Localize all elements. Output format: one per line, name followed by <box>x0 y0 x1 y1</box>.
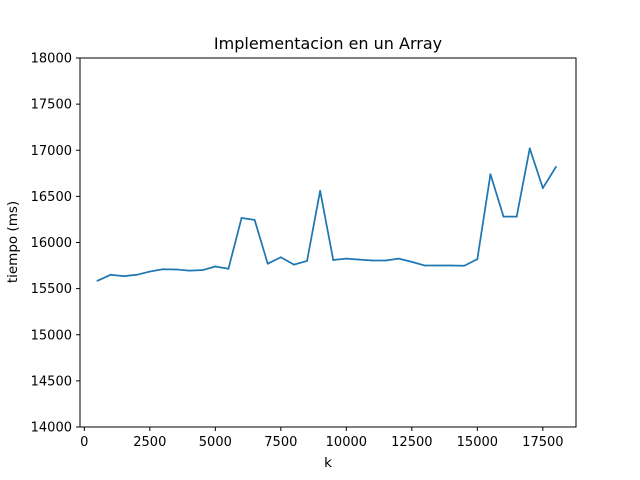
data-point <box>135 273 138 276</box>
data-point <box>109 273 112 276</box>
x-tick-label: 0 <box>80 435 88 450</box>
data-point <box>293 263 295 266</box>
x-tick-label: 17500 <box>522 435 563 450</box>
series-line <box>97 147 557 282</box>
data-point <box>502 215 505 218</box>
x-axis-label: k <box>324 455 332 471</box>
data-point <box>175 268 177 271</box>
data-point <box>240 217 243 219</box>
data-point <box>96 279 99 282</box>
y-tick-label: 16500 <box>31 190 72 205</box>
y-tick-label: 17500 <box>31 98 72 113</box>
data-point <box>148 270 151 273</box>
data-point <box>555 165 557 168</box>
data-point <box>188 269 191 272</box>
data-point <box>371 259 374 262</box>
data-point <box>279 256 282 259</box>
chart-title: Implementacion en un Array <box>214 34 442 53</box>
y-axis-label: tiempo (ms) <box>5 201 21 283</box>
data-point <box>345 257 348 260</box>
y-tick-label: 18000 <box>31 52 72 67</box>
data-point <box>332 259 335 261</box>
y-tick-label: 15500 <box>31 282 72 297</box>
data-point <box>450 264 453 267</box>
data-point <box>358 258 361 261</box>
x-tick-label: 15000 <box>457 435 498 450</box>
x-tick-label: 12500 <box>391 435 432 450</box>
data-point <box>266 262 269 265</box>
data-point <box>306 260 308 262</box>
plot-frame <box>79 57 577 428</box>
y-tick-label: 14500 <box>31 374 72 389</box>
x-tick-label: 7500 <box>264 435 297 450</box>
y-tick-label: 17000 <box>31 144 72 159</box>
data-point <box>384 259 387 262</box>
data-point <box>162 268 164 271</box>
data-point <box>410 260 413 263</box>
x-tick-label: 2500 <box>133 435 166 450</box>
data-point <box>319 189 322 192</box>
data-point <box>528 147 531 150</box>
data-point <box>515 215 518 218</box>
data-point <box>476 258 479 261</box>
x-axis: 0 2500 5000 7500 10000 12500 15000 17500 <box>80 427 564 450</box>
data-point <box>463 264 466 267</box>
plot-area <box>96 147 557 282</box>
x-tick-label: 10000 <box>326 435 367 450</box>
data-point <box>122 275 125 278</box>
data-point <box>227 267 230 270</box>
data-point <box>253 219 256 221</box>
data-point <box>397 257 400 260</box>
y-axis: 14000 14500 15000 15500 16000 16500 17000 17500… <box>31 52 80 436</box>
y-tick-label: 15000 <box>31 328 72 343</box>
data-point <box>437 264 439 267</box>
data-point <box>541 187 544 189</box>
x-tick-label: 5000 <box>199 435 232 450</box>
y-tick-label: 16000 <box>31 236 72 251</box>
data-point <box>214 265 217 268</box>
y-tick-label: 14000 <box>31 421 72 436</box>
data-point <box>489 173 492 176</box>
data-point <box>424 264 426 267</box>
data-point <box>201 269 204 272</box>
